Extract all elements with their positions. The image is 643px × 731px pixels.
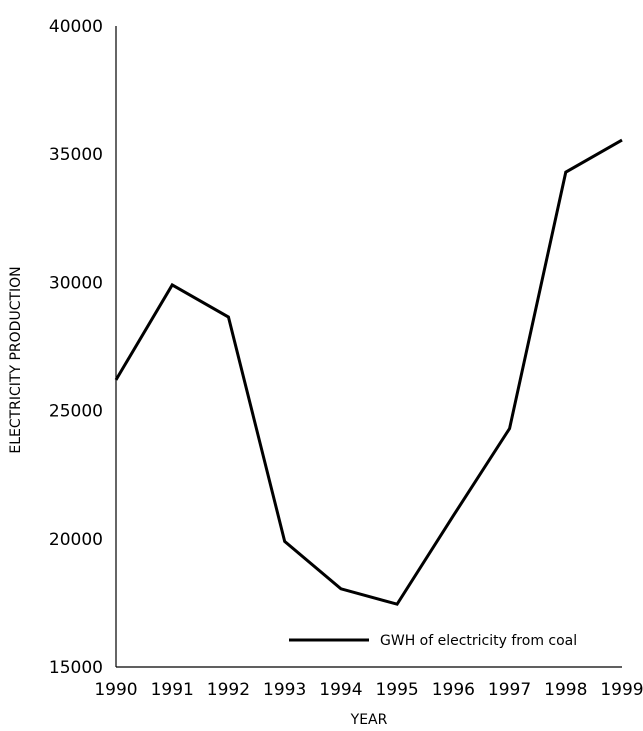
- y-tick-label: 15000: [49, 658, 103, 678]
- x-tick-label: 1994: [319, 680, 362, 700]
- y-tick-label: 35000: [49, 145, 103, 165]
- series-line-coal: [114, 138, 623, 606]
- x-tick-label: 1997: [488, 680, 531, 700]
- x-tick-label: 1995: [375, 680, 418, 700]
- x-tick-label: 1996: [432, 680, 475, 700]
- legend: GWH of electricity from coal: [289, 633, 577, 649]
- x-tick-label: 1993: [263, 680, 306, 700]
- y-tick-label: 40000: [49, 17, 103, 37]
- legend-label: GWH of electricity from coal: [380, 633, 577, 649]
- x-tick-label: 1990: [94, 680, 137, 700]
- x-tick-label: 1991: [151, 680, 194, 700]
- x-axis-title: YEAR: [350, 712, 388, 728]
- x-tick-label: 1992: [207, 680, 250, 700]
- y-tick-label: 25000: [49, 402, 103, 422]
- x-tick-label: 1998: [544, 680, 587, 700]
- y-tick-label: 20000: [49, 530, 103, 550]
- x-axis-ticks: 1990 1991 1992 1993 1994 1995 1996 1997 1998 1999: [94, 680, 643, 700]
- y-axis-ticks: 15000 20000 25000 30000 35000 40000: [49, 17, 103, 678]
- y-tick-label: 30000: [49, 273, 103, 293]
- y-axis-title: ELECTRICITY PRODUCTION: [8, 266, 24, 453]
- x-tick-label: 1999: [600, 680, 643, 700]
